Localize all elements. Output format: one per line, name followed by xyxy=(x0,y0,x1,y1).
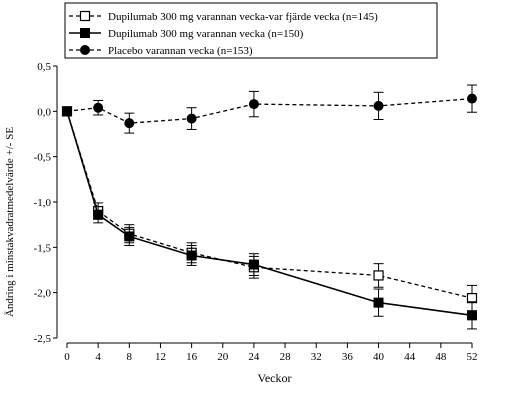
y-tick-label: 0,0 xyxy=(37,106,51,118)
y-tick-label: -1,0 xyxy=(34,197,52,209)
marker-filled-square xyxy=(248,259,259,270)
marker-filled-circle xyxy=(373,100,384,111)
y-tick-label: -2,5 xyxy=(34,333,52,345)
marker-open-square xyxy=(79,10,91,22)
x-ticks: 0 4 8 12 16 20 24 28 32 36 40 44 48 52 xyxy=(64,343,478,363)
y-ticks: 0,5 0,0 -0,5 -1,0 -1,5 -2,0 -2,5 xyxy=(34,61,57,345)
x-tick-label: 28 xyxy=(280,351,292,363)
x-tick-label: 0 xyxy=(64,351,70,363)
marker-filled-circle xyxy=(186,113,197,124)
marker-filled-circle xyxy=(80,45,90,55)
x-tick-label: 32 xyxy=(311,351,322,363)
legend-box xyxy=(64,2,438,59)
legend-label: Dupilumab 300 mg varannan vecka (n=150) xyxy=(108,28,304,40)
x-tick-label: 52 xyxy=(467,351,478,363)
legend: Dupilumab 300 mg varannan vecka-var fjär… xyxy=(64,2,438,59)
x-tick-label: 12 xyxy=(155,351,166,363)
marker-open-square xyxy=(373,270,384,281)
marker-filled-square xyxy=(467,310,477,321)
y-tick-label: 0,5 xyxy=(37,61,51,73)
marker-filled-circle xyxy=(124,118,135,129)
marker-filled-square xyxy=(93,209,104,220)
y-tick-label: -2,0 xyxy=(34,288,52,300)
series-1 xyxy=(61,106,478,312)
y-tick-label: -0,5 xyxy=(34,152,52,164)
marker-filled-square xyxy=(124,231,135,242)
x-tick-label: 48 xyxy=(435,351,447,363)
x-tick-label: 36 xyxy=(342,351,354,363)
x-tick-label: 24 xyxy=(248,351,260,363)
marker-filled-square xyxy=(80,28,90,38)
plot-area xyxy=(61,84,478,330)
marker-filled-circle xyxy=(93,102,104,113)
x-axis-label: Veckor xyxy=(258,371,292,385)
marker-filled-square xyxy=(186,250,197,261)
y-axis-label: Ändring i minstakvadratmedelvärde +/- SE xyxy=(4,127,16,317)
series-3 xyxy=(62,84,477,134)
marker-filled-circle xyxy=(467,93,477,104)
x-tick-label: 8 xyxy=(127,351,133,363)
x-tick-label: 16 xyxy=(186,351,198,363)
series-line xyxy=(66,111,473,317)
marker-filled-circle xyxy=(62,106,72,117)
x-tick-label: 4 xyxy=(95,351,101,363)
legend-label: Placebo varannan vecka (n=153) xyxy=(108,45,253,57)
x-tick-label: 40 xyxy=(373,351,385,363)
legend-label: Dupilumab 300 mg varannan vecka-var fjär… xyxy=(108,11,378,23)
axes: 0,50,0-0,5-1,0-1,5-2,0-2,5 0 4 8 12 16 20 24 28… xyxy=(4,61,478,385)
marker-filled-square xyxy=(373,297,384,308)
series-2 xyxy=(62,106,477,330)
x-tick-label: 44 xyxy=(404,351,416,363)
y-tick-label: -1,5 xyxy=(34,242,52,254)
marker-filled-circle xyxy=(248,99,259,110)
x-tick-label: 20 xyxy=(217,351,229,363)
